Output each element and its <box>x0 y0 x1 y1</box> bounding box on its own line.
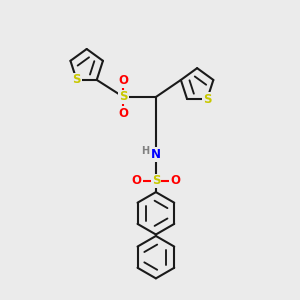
Text: O: O <box>118 74 128 87</box>
Text: S: S <box>119 91 128 103</box>
Text: N: N <box>151 148 161 161</box>
Text: S: S <box>152 174 160 188</box>
Text: O: O <box>132 174 142 188</box>
Text: O: O <box>170 174 180 188</box>
Text: S: S <box>203 92 212 106</box>
Text: S: S <box>72 74 81 86</box>
Text: H: H <box>141 146 149 156</box>
Text: O: O <box>118 107 128 120</box>
